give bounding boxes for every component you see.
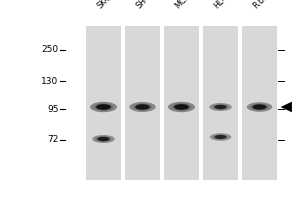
Ellipse shape (176, 105, 187, 109)
Ellipse shape (129, 102, 156, 112)
Ellipse shape (98, 105, 109, 109)
Ellipse shape (216, 105, 225, 109)
Text: SH-SY5Y: SH-SY5Y (135, 0, 165, 10)
Ellipse shape (137, 105, 148, 109)
Bar (125, 26, 160, 180)
Text: SK-BR-3: SK-BR-3 (96, 0, 124, 10)
Ellipse shape (214, 105, 227, 109)
Text: 95: 95 (47, 104, 58, 114)
Bar (86, 26, 121, 180)
Text: MCF-7: MCF-7 (174, 0, 198, 10)
Text: 250: 250 (41, 46, 58, 54)
Ellipse shape (96, 136, 111, 142)
Ellipse shape (135, 104, 150, 110)
Ellipse shape (174, 104, 189, 110)
Bar (164, 26, 199, 180)
Ellipse shape (210, 133, 231, 141)
Ellipse shape (97, 137, 110, 141)
Text: R.brain: R.brain (252, 0, 278, 10)
Ellipse shape (253, 104, 266, 110)
Ellipse shape (96, 104, 111, 110)
Ellipse shape (209, 103, 232, 111)
Text: HL-60: HL-60 (213, 0, 235, 10)
Ellipse shape (90, 102, 117, 112)
Ellipse shape (254, 105, 265, 109)
Bar (242, 26, 277, 180)
Ellipse shape (247, 102, 272, 112)
Ellipse shape (216, 135, 225, 139)
Ellipse shape (133, 104, 152, 110)
Text: 130: 130 (41, 76, 58, 86)
Ellipse shape (250, 104, 268, 110)
Ellipse shape (94, 103, 113, 111)
Ellipse shape (214, 135, 226, 139)
Polygon shape (280, 102, 292, 112)
Ellipse shape (168, 102, 195, 112)
Ellipse shape (213, 104, 228, 110)
Ellipse shape (92, 135, 115, 143)
Bar (203, 26, 238, 180)
Ellipse shape (213, 134, 228, 140)
Ellipse shape (99, 137, 108, 141)
Text: 72: 72 (47, 136, 58, 144)
Ellipse shape (172, 103, 191, 111)
